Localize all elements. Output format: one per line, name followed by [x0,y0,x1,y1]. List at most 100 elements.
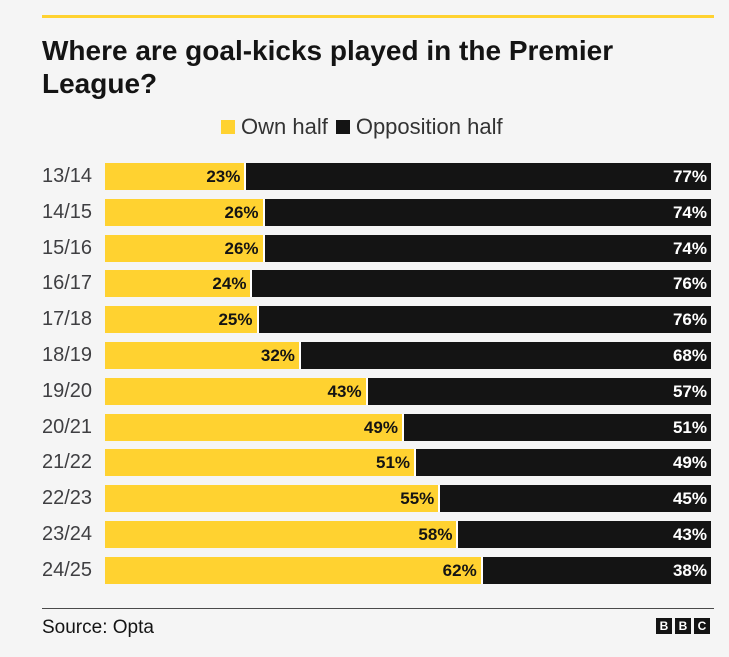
value-number: 23 [206,167,226,186]
value-number: 43 [672,524,692,544]
bar-row-16-17: 16/17 24% 76% [42,270,711,298]
bar-row-20-21: 20/21 49% 51% [42,413,711,441]
bar-track-15-16: 26% 74% [105,234,711,262]
value-unit: % [691,524,707,544]
bar-row-19-20: 19/20 43% 57% [42,377,711,405]
legend-item-opposition-half: Opposition half [335,114,503,140]
value-unit: % [691,238,707,258]
logo-block-b-second: B [675,618,691,634]
value-label-opposition-half-22-23: 45% [673,485,707,512]
value-unit: % [691,202,707,222]
value-unit: % [691,381,707,401]
bar-own-half-17-18: 25% [105,306,257,334]
bar-track-18-19: 32% 68% [105,341,711,369]
value-label-opposition-half-15-16: 74% [673,235,707,262]
value-number: 76 [672,310,692,330]
category-label-23-24: 23/24 [42,522,93,545]
value-number: 24 [212,274,232,294]
bar-opposition-half-15-16: 74% [262,234,711,262]
value-unit: % [279,345,295,365]
legend: Own half Opposition half [221,114,511,140]
value-number: 26 [224,202,244,222]
value-number: 57 [672,381,692,401]
legend-swatch-own-half [221,120,235,134]
bar-row-24-25: 24/25 62% 38% [42,556,711,584]
value-label-opposition-half-21-22: 49% [673,449,707,476]
value-unit: % [691,310,707,330]
value-label-own-half-19-20: 43% [328,378,362,405]
value-label-opposition-half-13-14: 77% [673,163,707,190]
value-label-opposition-half-23-24: 43% [673,521,707,548]
value-unit: % [691,560,707,580]
value-unit: % [691,345,707,365]
bar-row-21-22: 21/22 51% 49% [42,449,711,477]
value-label-opposition-half-18-19: 68% [673,342,707,369]
bar-own-half-19-20: 43% [105,377,366,405]
value-unit: % [437,524,453,544]
bar-row-14-15: 14/15 26% 74% [42,198,711,226]
bar-track-13-14: 23% 77% [105,163,711,190]
value-unit: % [231,274,247,294]
bbc-logo: B B C [653,618,710,634]
value-unit: % [394,453,411,473]
bar-row-17-18: 17/18 25% 76% [42,306,711,334]
value-label-opposition-half-19-20: 57% [673,378,707,405]
bar-own-half-21-22: 51% [105,449,415,477]
value-label-own-half-24-25: 62% [443,557,477,584]
value-number: 43 [327,381,347,401]
category-label-24-25: 24/25 [42,558,93,581]
value-unit: % [691,417,707,437]
value-unit: % [691,167,707,186]
value-number: 68 [672,345,692,365]
bar-track-21-22: 51% 49% [105,449,711,477]
legend-swatch-opposition-half [335,120,350,134]
bar-own-half-15-16: 26% [105,234,263,262]
value-unit: % [225,167,241,186]
category-label-18-19: 18/19 [42,343,93,366]
value-unit: % [237,310,253,330]
value-unit: % [691,489,707,509]
value-unit: % [691,274,707,294]
value-number: 77 [672,167,692,186]
value-number: 55 [400,489,420,509]
bar-own-half-18-19: 32% [105,341,299,369]
value-unit: % [382,417,398,437]
bar-row-18-19: 18/19 32% 68% [42,341,711,369]
value-unit: % [243,202,259,222]
bar-track-14-15: 26% 74% [105,198,711,226]
value-label-own-half-22-23: 55% [400,485,434,512]
bar-track-20-21: 49% 51% [105,413,711,441]
category-label-16-17: 16/17 [42,272,93,295]
value-label-own-half-14-15: 26% [225,199,259,226]
value-label-own-half-15-16: 26% [225,235,259,262]
bar-own-half-14-15: 26% [105,198,263,226]
value-number: 74 [672,202,692,222]
logo-block-c: C [694,618,710,634]
category-label-13-14: 13/14 [42,165,93,187]
bar-row-13-14: 13/14 23% 77% [42,163,711,190]
value-number: 51 [672,417,692,437]
value-number: 51 [376,453,395,473]
bar-row-15-16: 15/16 26% 74% [42,234,711,262]
bar-own-half-24-25: 62% [105,556,481,584]
value-number: 58 [418,524,438,544]
bar-own-half-16-17: 24% [105,270,251,298]
bar-opposition-half-20-21: 51% [401,413,711,441]
value-number: 74 [672,238,692,258]
value-number: 38 [672,560,692,580]
category-label-22-23: 22/23 [42,487,93,510]
value-label-own-half-20-21: 49% [364,414,398,441]
value-label-own-half-18-19: 32% [261,342,295,369]
bar-track-22-23: 55% 45% [105,485,711,513]
bar-row-22-23: 22/23 55% 45% [42,485,711,513]
value-number: 49 [363,417,383,437]
value-label-own-half-21-22: 51% [376,449,410,476]
bar-opposition-half-24-25: 38% [480,556,711,584]
bar-opposition-half-22-23: 45% [438,485,711,513]
bar-opposition-half-13-14: 77% [244,163,711,190]
top-accent-rule [42,15,714,18]
value-number: 49 [672,453,692,473]
value-number: 32 [260,345,280,365]
logo-block-b-first: B [656,618,672,634]
value-unit: % [419,489,435,509]
